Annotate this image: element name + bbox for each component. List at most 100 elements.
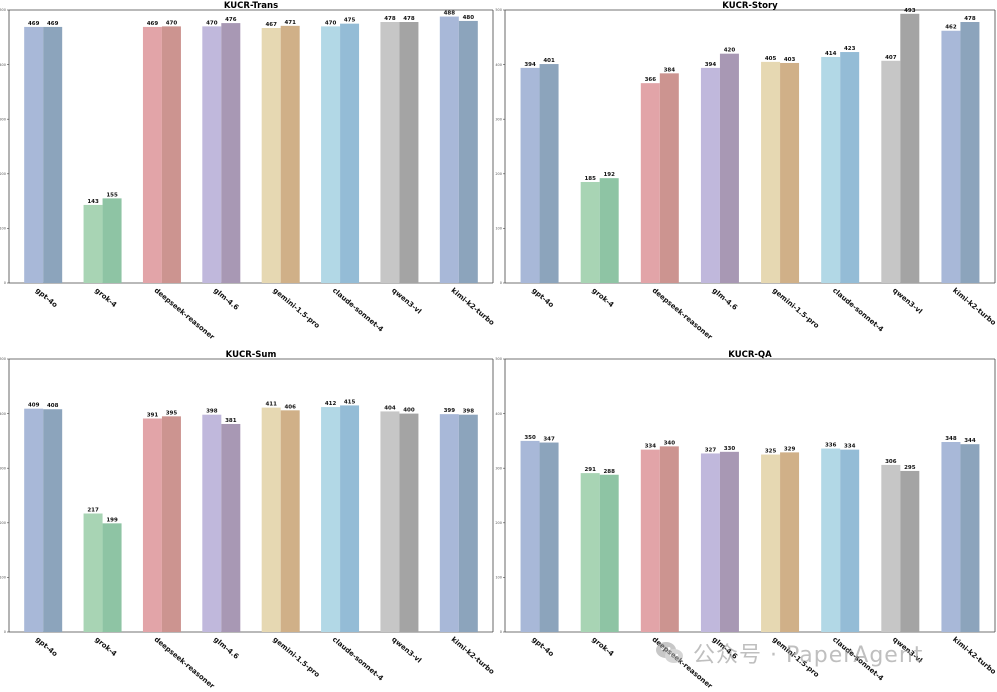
bar-claude-sonnet-4-s2 <box>340 405 360 632</box>
bar-glm-4.6-s1 <box>202 26 222 283</box>
bar-gemini-1.5-pro-s2 <box>280 25 300 284</box>
bar-kimi-k2-turbo-s1 <box>941 441 961 632</box>
chart-title: KUCR-Sum <box>226 350 277 360</box>
bar-gpt-4o-s1 <box>520 440 540 632</box>
bar-qwen3-vl-s2 <box>399 22 419 284</box>
y-tick-label: 0 <box>4 630 6 634</box>
data-label: 334 <box>844 444 856 450</box>
data-label: 412 <box>325 401 337 407</box>
chart-title: KUCR-QA <box>728 350 772 360</box>
x-tick-label: gemini-1.5-pro <box>271 635 321 679</box>
x-tick-label: qwen3-vl <box>390 635 423 664</box>
data-label: 406 <box>284 404 296 410</box>
data-label: 462 <box>945 25 957 31</box>
bar-gemini-1.5-pro-s1 <box>761 61 781 284</box>
bar-kimi-k2-turbo-s2 <box>458 414 478 632</box>
bar-gpt-4o-s1 <box>520 67 540 283</box>
y-tick-label: 0 <box>500 281 502 285</box>
bar-deepseek-reasoner-s2 <box>161 416 181 632</box>
data-label: 340 <box>664 440 676 446</box>
data-label: 336 <box>825 443 837 449</box>
bar-qwen3-vl-s1 <box>380 411 400 632</box>
bar-gpt-4o-s1 <box>24 408 44 632</box>
data-label: 384 <box>664 67 676 73</box>
data-label: 470 <box>325 20 337 26</box>
chart-panel-3: KUCR-Sum 0 100 200 300 400 500 409 408 gpt-4o 217 1… <box>0 350 496 691</box>
data-label: 192 <box>603 172 615 178</box>
x-tick-label: gemini-1.5-pro <box>271 286 321 330</box>
bar-deepseek-reasoner-s1 <box>640 449 660 632</box>
y-tick-label: 100 <box>0 227 6 231</box>
x-tick-label: qwen3-vl <box>390 286 423 315</box>
bar-grok-4-s2 <box>102 198 122 283</box>
bar-grok-4-s1 <box>580 181 600 283</box>
bar-qwen3-vl-s1 <box>881 464 901 632</box>
x-tick-label: grok-4 <box>590 635 615 658</box>
x-tick-label: gpt-4o <box>530 286 555 309</box>
bar-kimi-k2-turbo-s1 <box>439 414 459 632</box>
x-tick-label: kimi-k2-turbo <box>450 635 496 676</box>
data-label: 185 <box>584 176 596 182</box>
y-tick-label: 400 <box>0 63 6 67</box>
data-label: 405 <box>765 56 777 62</box>
data-label: 291 <box>584 467 596 473</box>
bar-grok-4-s1 <box>83 513 103 632</box>
data-label: 420 <box>724 48 736 54</box>
bar-qwen3-vl-s2 <box>900 470 920 632</box>
x-tick-label: deepseek-reasoner <box>153 286 217 341</box>
data-label: 295 <box>904 465 916 471</box>
data-label: 334 <box>645 444 657 450</box>
bar-gemini-1.5-pro-s2 <box>780 452 800 632</box>
y-tick-label: 0 <box>500 630 502 634</box>
y-tick-label: 200 <box>0 172 6 176</box>
bar-qwen3-vl-s1 <box>881 60 901 283</box>
data-label: 408 <box>47 403 59 409</box>
data-label: 409 <box>28 403 40 409</box>
data-label: 347 <box>543 437 555 443</box>
y-tick-label: 400 <box>0 412 6 416</box>
x-tick-label: kimi-k2-turbo <box>951 286 997 327</box>
chart-title: KUCR-Story <box>722 1 778 11</box>
y-tick-label: 0 <box>4 281 6 285</box>
x-tick-label: claude-sonnet-4 <box>831 286 885 333</box>
data-label: 288 <box>603 469 615 475</box>
data-label: 391 <box>147 413 159 419</box>
y-tick-label: 300 <box>495 117 502 121</box>
data-label: 306 <box>885 459 897 465</box>
x-tick-label: kimi-k2-turbo <box>450 286 496 327</box>
bar-qwen3-vl-s1 <box>380 22 400 284</box>
x-tick-label: gemini-1.5-pro <box>771 286 821 330</box>
data-label: 469 <box>47 21 59 27</box>
data-label: 469 <box>147 21 159 27</box>
chart-panel-2: KUCR-Story 0 100 200 300 400 500 394 401 gpt-4o 18… <box>495 1 997 342</box>
x-tick-label: claude-sonnet-4 <box>331 286 385 333</box>
x-tick-label: gpt-4o <box>34 286 59 309</box>
bar-gpt-4o-s2 <box>43 26 63 284</box>
x-tick-label: glm-4.6 <box>212 635 240 661</box>
y-tick-label: 400 <box>495 63 502 67</box>
bar-deepseek-reasoner-s2 <box>659 73 679 283</box>
data-label: 423 <box>844 46 856 52</box>
bar-deepseek-reasoner-s1 <box>142 418 162 632</box>
x-tick-label: deepseek-reasoner <box>153 635 217 690</box>
data-label: 394 <box>524 62 536 68</box>
y-tick-label: 300 <box>495 466 502 470</box>
bar-gemini-1.5-pro-s1 <box>261 407 281 632</box>
bar-claude-sonnet-4-s2 <box>840 449 860 632</box>
data-label: 470 <box>166 20 178 26</box>
y-tick-label: 100 <box>0 576 6 580</box>
data-label: 155 <box>106 192 118 198</box>
bar-claude-sonnet-4-s2 <box>340 23 360 284</box>
wechat-icon <box>656 642 683 663</box>
bar-deepseek-reasoner-s2 <box>659 446 679 632</box>
bar-kimi-k2-turbo-s1 <box>941 30 961 283</box>
bar-gpt-4o-s2 <box>43 409 63 632</box>
x-tick-label: claude-sonnet-4 <box>331 635 385 682</box>
y-tick-label: 400 <box>495 412 502 416</box>
bar-grok-4-s1 <box>580 473 600 632</box>
bar-gemini-1.5-pro-s2 <box>280 410 300 632</box>
data-label: 407 <box>885 55 897 61</box>
bar-grok-4-s1 <box>83 204 103 283</box>
data-label: 403 <box>784 57 796 63</box>
x-tick-label: glm-4.6 <box>711 286 739 312</box>
